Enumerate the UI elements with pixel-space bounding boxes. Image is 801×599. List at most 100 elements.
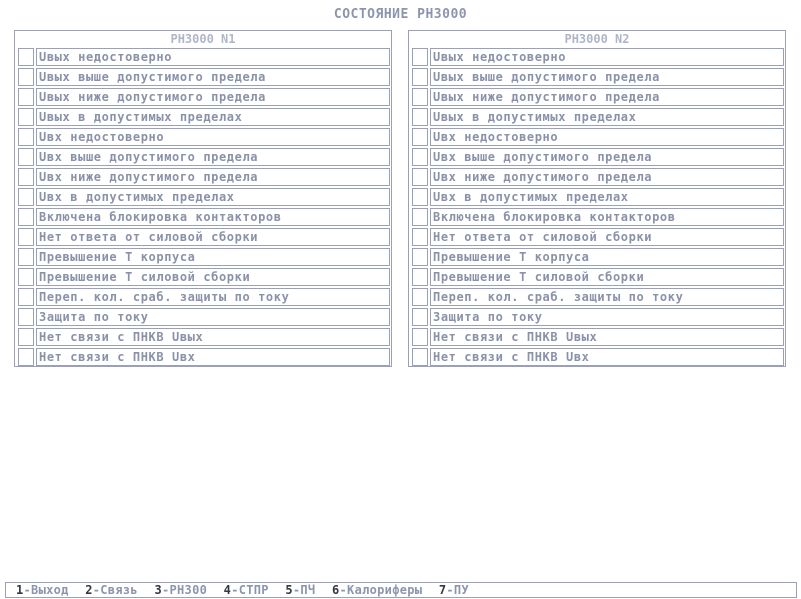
status-indicator	[412, 148, 428, 166]
fkey-stpr[interactable]: 4-СТПР	[224, 583, 269, 597]
screen-title: СОСТОЯНИЕ РН3000	[333, 7, 468, 22]
status-list: Uвых недостоверно Uвых выше допустимого …	[411, 48, 784, 368]
status-row: Uвых в допустимых пределах	[411, 108, 784, 126]
status-indicator	[18, 248, 34, 266]
status-indicator	[412, 108, 428, 126]
status-row: Защита по току	[411, 308, 784, 326]
status-row: Защита по току	[17, 308, 390, 326]
status-indicator	[18, 228, 34, 246]
fkey-pu[interactable]: 7-ПУ	[439, 583, 469, 597]
fkey-number: 3	[154, 583, 162, 597]
status-indicator	[18, 328, 34, 346]
status-indicator	[412, 228, 428, 246]
status-label: Превышение Т силовой сборки	[430, 268, 784, 286]
status-row: Нет связи с ПНКВ Uвых	[17, 328, 390, 346]
status-label: Переп. кол. сраб. защиты по току	[430, 288, 784, 306]
status-label: Uвых выше допустимого предела	[36, 68, 390, 86]
status-row: Uвх недостоверно	[411, 128, 784, 146]
status-label: Uвх недостоверно	[430, 128, 784, 146]
panel-title: РН3000 N2	[564, 32, 630, 46]
fkey-label: -Связь	[92, 583, 138, 597]
fkey-label: -Выход	[23, 583, 69, 597]
fkey-number: 5	[285, 583, 293, 597]
status-indicator	[412, 68, 428, 86]
fkey-label: -Калориферы	[339, 583, 423, 597]
status-row: Нет связи с ПНКВ Uвх	[411, 348, 784, 366]
function-key-bar: 1-Выход 2-Связь 3-РН300 4-СТПР 5-ПЧ 6-Ка…	[5, 582, 797, 598]
status-list: Uвых недостоверно Uвых выше допустимого …	[17, 48, 390, 368]
status-indicator	[412, 268, 428, 286]
status-indicator	[18, 288, 34, 306]
status-indicator	[412, 288, 428, 306]
status-row: Uвых в допустимых пределах	[17, 108, 390, 126]
status-indicator	[412, 208, 428, 226]
status-label: Включена блокировка контакторов	[430, 208, 784, 226]
status-label: Нет ответа от силовой сборки	[430, 228, 784, 246]
status-row: Uвх выше допустимого предела	[17, 148, 390, 166]
fkey-number: 4	[223, 583, 232, 597]
panel-rn3000-2: РН3000 N2 Uвых недостоверно Uвых выше до…	[408, 30, 786, 367]
status-indicator	[412, 88, 428, 106]
status-indicator	[18, 68, 34, 86]
status-indicator	[412, 188, 428, 206]
status-label: Защита по току	[36, 308, 390, 326]
status-row: Uвх ниже допустимого предела	[17, 168, 390, 186]
status-row: Включена блокировка контакторов	[411, 208, 784, 226]
status-label: Нет связи с ПНКВ Uвх	[430, 348, 784, 366]
status-indicator	[412, 328, 428, 346]
status-indicator	[18, 208, 34, 226]
status-label: Uвх недостоверно	[36, 128, 390, 146]
status-label: Uвых ниже допустимого предела	[430, 88, 784, 106]
status-label: Uвх ниже допустимого предела	[430, 168, 784, 186]
status-indicator	[412, 128, 428, 146]
fkey-rn300[interactable]: 3-РН300	[154, 583, 207, 597]
fkey-label: -СТПР	[231, 583, 269, 597]
status-label: Uвых выше допустимого предела	[430, 68, 784, 86]
fkey-heaters[interactable]: 6-Калориферы	[332, 583, 422, 597]
status-row: Превышение Т корпуса	[411, 248, 784, 266]
panel-rn3000-1: РН3000 N1 Uвых недостоверно Uвых выше до…	[14, 30, 392, 367]
status-row: Нет связи с ПНКВ Uвых	[411, 328, 784, 346]
panel-title: РН3000 N1	[170, 32, 236, 46]
status-label: Uвх в допустимых пределах	[430, 188, 784, 206]
status-label: Превышение Т корпуса	[430, 248, 784, 266]
status-row: Uвых ниже допустимого предела	[17, 88, 390, 106]
status-row: Uвх в допустимых пределах	[17, 188, 390, 206]
status-row: Uвых недостоверно	[17, 48, 390, 66]
fkey-pch[interactable]: 5-ПЧ	[285, 583, 315, 597]
fkey-number: 1	[16, 583, 24, 597]
status-indicator	[18, 308, 34, 326]
status-indicator	[412, 348, 428, 366]
status-indicator	[412, 168, 428, 186]
status-label: Uвх ниже допустимого предела	[36, 168, 390, 186]
status-label: Uвых ниже допустимого предела	[36, 88, 390, 106]
status-label: Превышение Т корпуса	[36, 248, 390, 266]
status-indicator	[18, 268, 34, 286]
status-indicator	[18, 88, 34, 106]
status-row: Нет ответа от силовой сборки	[411, 228, 784, 246]
fkey-link[interactable]: 2-Связь	[85, 583, 138, 597]
status-label: Включена блокировка контакторов	[36, 208, 390, 226]
status-indicator	[18, 168, 34, 186]
fkey-label: -ПЧ	[292, 583, 316, 597]
status-indicator	[18, 348, 34, 366]
status-row: Uвых недостоверно	[411, 48, 784, 66]
status-row: Uвх в допустимых пределах	[411, 188, 784, 206]
status-indicator	[412, 248, 428, 266]
status-row: Нет ответа от силовой сборки	[17, 228, 390, 246]
fkey-exit[interactable]: 1-Выход	[16, 583, 69, 597]
status-row: Uвых выше допустимого предела	[17, 68, 390, 86]
status-label: Нет связи с ПНКВ Uвых	[36, 328, 390, 346]
status-indicator	[18, 48, 34, 66]
status-indicator	[18, 128, 34, 146]
status-indicator	[412, 308, 428, 326]
status-label: Переп. кол. сраб. защиты по току	[36, 288, 390, 306]
status-row: Включена блокировка контакторов	[17, 208, 390, 226]
status-label: Uвх выше допустимого предела	[36, 148, 390, 166]
status-row: Превышение Т корпуса	[17, 248, 390, 266]
status-label: Uвых в допустимых пределах	[430, 108, 784, 126]
status-row: Превышение Т силовой сборки	[17, 268, 390, 286]
status-row: Превышение Т силовой сборки	[411, 268, 784, 286]
status-label: Нет ответа от силовой сборки	[36, 228, 390, 246]
status-row: Нет связи с ПНКВ Uвх	[17, 348, 390, 366]
